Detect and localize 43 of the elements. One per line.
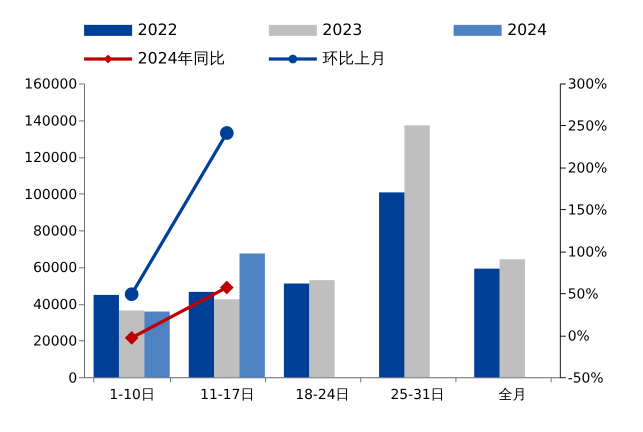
bar: [500, 259, 525, 378]
bar: [144, 312, 170, 378]
y2-tick-label: 150%: [568, 202, 608, 218]
y-tick-label: 160000: [24, 76, 78, 93]
y2-tick-label: 100%: [568, 244, 608, 260]
bar: [379, 192, 404, 378]
bar: [188, 292, 214, 378]
point: [124, 330, 138, 345]
bar: [239, 254, 265, 378]
point: [124, 287, 138, 302]
bar: [214, 299, 240, 378]
bar: [118, 310, 144, 378]
bar: [94, 294, 119, 378]
point: [220, 126, 234, 140]
bar: [284, 283, 310, 378]
bar: [404, 125, 430, 378]
y-tick-label: 60000: [33, 260, 78, 276]
y-tick-label: 0: [68, 370, 78, 386]
legend-label: 2024: [507, 20, 548, 40]
y-tick-label: 80000: [33, 223, 78, 240]
x-tick-label: 11-17日: [200, 387, 254, 404]
legend-label: 2023: [322, 20, 362, 40]
y2-tick-label: 300%: [568, 76, 608, 93]
y-tick-label: 40000: [33, 296, 78, 313]
legend-label: 2024年同比: [138, 48, 226, 68]
y2-tick-label: 0%: [568, 328, 590, 344]
y-tick-label: 20000: [33, 334, 78, 350]
y-tick-label: 120000: [24, 150, 78, 166]
y2-tick-label: 200%: [568, 160, 608, 177]
legend-label: 环比上月: [322, 48, 386, 68]
y2-tick-label: 250%: [568, 118, 608, 135]
bar: [474, 268, 500, 378]
x-tick-label: 18-24日: [295, 387, 350, 404]
y-tick-label: 140000: [24, 113, 78, 130]
point: [220, 280, 234, 294]
x-tick-label: 全月: [498, 387, 527, 404]
bar: [309, 280, 335, 378]
x-tick-label: 1-10日: [109, 387, 155, 404]
y2-tick-label: -50%: [568, 370, 604, 386]
y2-tick-label: 50%: [568, 286, 598, 302]
y-tick-label: 100000: [24, 186, 78, 203]
x-tick-label: 25-31日: [390, 387, 445, 404]
legend-label: 2022: [138, 20, 178, 40]
